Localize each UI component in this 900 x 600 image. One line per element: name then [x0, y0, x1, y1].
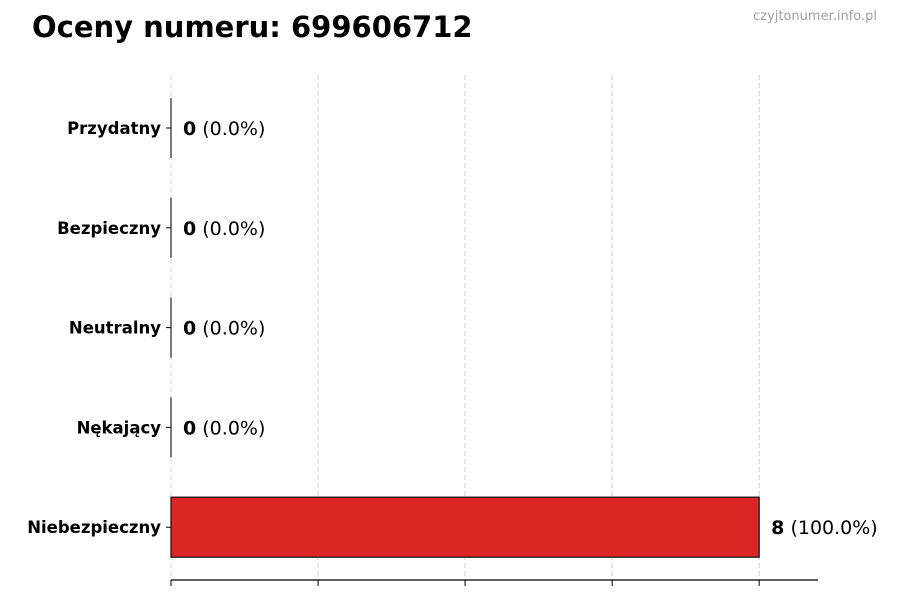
category-label: Neutralny	[69, 319, 161, 338]
data-label: 0 (0.0%)	[183, 118, 265, 140]
data-label-count: 0	[183, 118, 196, 140]
watermark: czyjtonumer.info.pl	[753, 9, 877, 24]
data-label: 0 (0.0%)	[183, 218, 265, 240]
category-label: Przydatny	[67, 119, 161, 138]
data-label-percent: (0.0%)	[196, 417, 265, 439]
category-label: Nękający	[77, 418, 162, 437]
data-label-percent: (100.0%)	[784, 517, 877, 539]
data-label-percent: (0.0%)	[196, 218, 265, 240]
bar-Niebezpieczny	[170, 496, 760, 558]
data-label-count: 0	[183, 417, 196, 439]
chart-title: Oceny numeru: 699606712	[32, 10, 473, 44]
data-label: 8 (100.0%)	[771, 517, 878, 539]
data-label-percent: (0.0%)	[196, 118, 265, 140]
data-label: 0 (0.0%)	[183, 318, 265, 340]
category-label: Niebezpieczny	[27, 518, 161, 537]
category-label: Bezpieczny	[57, 219, 161, 238]
data-label-count: 0	[183, 318, 196, 340]
data-label-count: 0	[183, 218, 196, 240]
data-label-percent: (0.0%)	[196, 318, 265, 340]
data-label: 0 (0.0%)	[183, 417, 265, 439]
data-label-count: 8	[771, 517, 784, 539]
